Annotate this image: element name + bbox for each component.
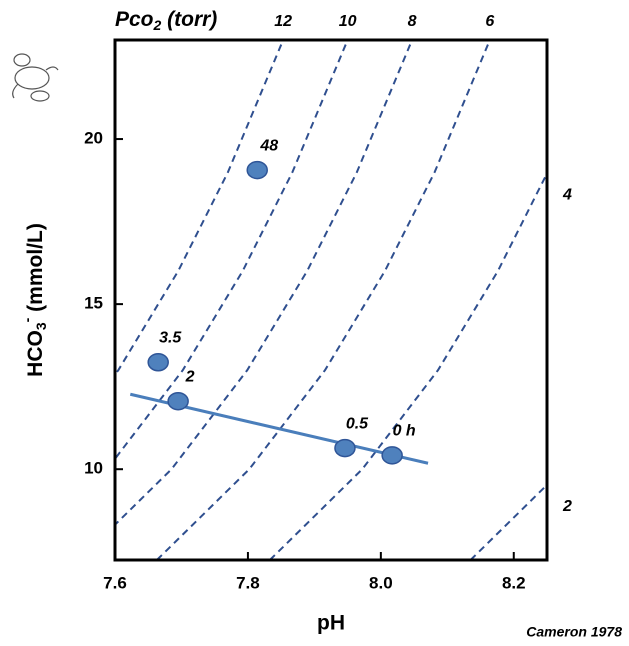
data-point [246, 160, 268, 180]
plot-frame [113, 38, 549, 562]
label-sup: - [19, 317, 35, 322]
isopleth-label: 10 [339, 13, 357, 30]
label-part: (mmol/L) [24, 223, 47, 318]
x-tick-label: 8.2 [502, 573, 526, 592]
isopleth [469, 483, 547, 560]
point-label: 2 [185, 368, 195, 385]
isopleth [115, 40, 349, 461]
isopleth-label: 4 [562, 187, 572, 204]
label-part: Pco [115, 8, 154, 31]
data-point [147, 352, 169, 372]
data-point [167, 391, 189, 411]
y-tick-label: 15 [84, 294, 103, 313]
x-tick-label: 7.6 [103, 573, 127, 592]
crab-icon [12, 53, 59, 102]
label-part: (torr) [161, 8, 217, 31]
x-axis-label: pH [317, 612, 345, 635]
point-label: 0 h [393, 423, 416, 440]
isopleth [115, 40, 285, 377]
point-label: 48 [259, 137, 278, 154]
label-sub: 2 [153, 17, 162, 33]
credit: Cameron 1978 [526, 624, 622, 640]
point-label: 0.5 [346, 415, 369, 432]
data-point [334, 438, 356, 458]
isopleth-label: 12 [274, 13, 292, 30]
isopleth [156, 40, 491, 560]
data-point [381, 446, 403, 465]
isopleth [115, 40, 414, 527]
label-part: HCO [24, 330, 47, 377]
label-sub: 3 [33, 322, 49, 330]
x-tick-label: 7.8 [236, 573, 260, 592]
isopleth-label: 6 [485, 13, 494, 30]
plot-area [115, 40, 547, 560]
isopleth-label: 2 [562, 498, 572, 515]
y-tick-label: 10 [84, 459, 103, 478]
x-tick-label: 8.0 [369, 573, 393, 592]
point-label: 3.5 [159, 329, 182, 346]
top-axis-label: Pco2 (torr) [115, 8, 217, 33]
isopleth-label: 8 [408, 13, 417, 30]
isopleth [269, 171, 547, 560]
y-axis-label: HCO3- (mmol/L) [19, 223, 49, 377]
y-tick-label: 20 [84, 129, 103, 148]
